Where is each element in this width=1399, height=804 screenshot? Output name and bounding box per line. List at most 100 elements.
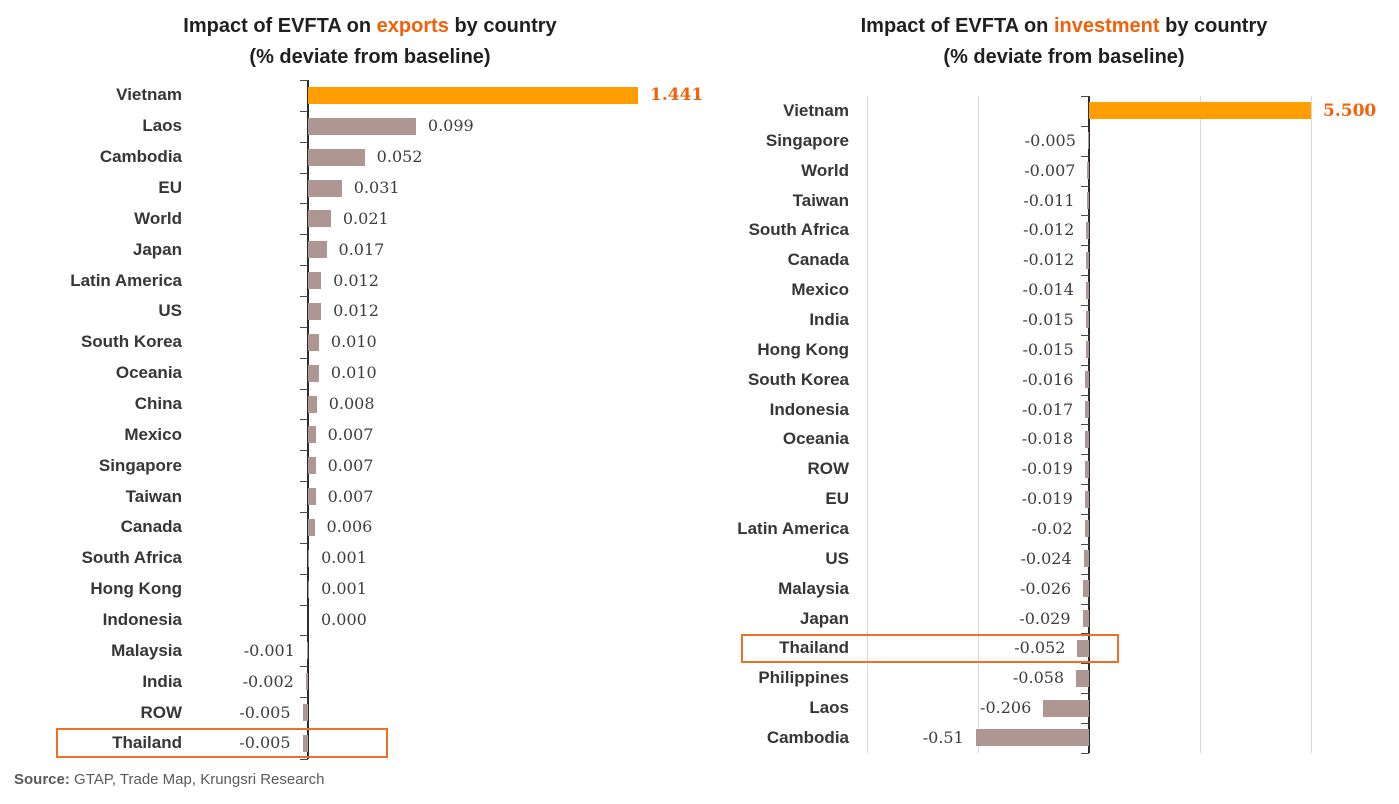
axis-tick bbox=[1081, 185, 1089, 187]
axis-tick bbox=[1081, 454, 1089, 456]
gridline-1 bbox=[978, 96, 979, 753]
value-singapore: -0.005 bbox=[1024, 130, 1076, 150]
value-world: -0.007 bbox=[1024, 160, 1076, 180]
label-indonesia: Indonesia bbox=[769, 399, 849, 419]
bar-canada bbox=[308, 518, 315, 536]
label-thailand: Thailand bbox=[112, 733, 182, 753]
exports-chart-title: Impact of EVFTA on exports by country (%… bbox=[70, 11, 670, 73]
label-thailand: Thailand bbox=[779, 638, 849, 658]
label-laos: Laos bbox=[809, 698, 849, 718]
value-vietnam: 1.441 bbox=[650, 85, 704, 106]
value-world: 0.021 bbox=[342, 208, 389, 228]
value-latin-america: 0.012 bbox=[333, 270, 379, 290]
bar-cambodia bbox=[975, 729, 1089, 747]
value-south-africa: -0.012 bbox=[1023, 220, 1075, 240]
label-eu: EU bbox=[825, 489, 849, 509]
bar-singapore bbox=[1087, 132, 1089, 150]
bar-mexico bbox=[1085, 281, 1089, 299]
label-oceania: Oceania bbox=[782, 429, 849, 449]
source-text: GTAP, Trade Map, Krungsri Research bbox=[69, 771, 325, 788]
axis-tick bbox=[1081, 125, 1089, 127]
axis-tick bbox=[1081, 424, 1089, 426]
axis-tick bbox=[300, 542, 308, 544]
label-latin-america: Latin America bbox=[737, 518, 849, 538]
value-cambodia: 0.052 bbox=[376, 147, 423, 167]
value-china: 0.008 bbox=[328, 394, 375, 414]
bar-row bbox=[1084, 460, 1089, 478]
bar-malaysia bbox=[1083, 580, 1089, 598]
label-vietnam: Vietnam bbox=[783, 100, 849, 120]
axis-tick bbox=[300, 110, 308, 112]
investment-chart-subtitle: (% deviate from baseline) bbox=[943, 46, 1185, 68]
bar-japan bbox=[308, 241, 327, 259]
bar-india bbox=[305, 673, 308, 691]
label-taiwan: Taiwan bbox=[125, 486, 182, 506]
value-japan: -0.029 bbox=[1019, 608, 1071, 628]
axis-tick bbox=[1081, 96, 1089, 97]
value-canada: -0.012 bbox=[1023, 250, 1075, 270]
bar-latin-america bbox=[308, 272, 322, 290]
investment-title-line: Impact of EVFTA on investment by country bbox=[764, 11, 1364, 42]
gridline-0 bbox=[867, 96, 868, 753]
bar-singapore bbox=[308, 457, 316, 475]
label-singapore: Singapore bbox=[98, 455, 182, 475]
bar-eu bbox=[308, 179, 342, 197]
axis-tick bbox=[1081, 155, 1089, 157]
bar-us bbox=[1083, 550, 1089, 568]
bar-malaysia bbox=[306, 642, 308, 660]
axis-tick bbox=[300, 481, 308, 483]
label-us: US bbox=[825, 548, 849, 568]
bar-vietnam bbox=[308, 86, 638, 104]
label-eu: EU bbox=[158, 178, 182, 197]
axis-tick bbox=[300, 604, 308, 606]
bar-south-africa bbox=[1086, 221, 1089, 239]
bar-oceania bbox=[1085, 430, 1089, 448]
bar-india bbox=[1085, 311, 1089, 329]
bar-canada bbox=[1086, 251, 1089, 269]
value-eu: 0.031 bbox=[353, 178, 400, 197]
label-singapore: Singapore bbox=[765, 130, 849, 150]
label-mexico: Mexico bbox=[791, 280, 849, 300]
title-text: by country bbox=[1159, 15, 1268, 37]
bar-taiwan bbox=[308, 488, 316, 506]
value-hong-kong: 0.001 bbox=[321, 579, 367, 599]
label-south-africa: South Africa bbox=[748, 220, 849, 240]
axis-tick bbox=[300, 758, 308, 760]
axis-tick bbox=[1081, 663, 1089, 665]
bar-us bbox=[308, 302, 322, 320]
label-indonesia: Indonesia bbox=[102, 610, 182, 630]
bar-hong-kong bbox=[308, 580, 310, 598]
bar-vietnam bbox=[1089, 102, 1311, 120]
label-south-africa: South Africa bbox=[81, 548, 182, 568]
value-row: -0.019 bbox=[1021, 459, 1073, 479]
value-south-africa: 0.001 bbox=[321, 548, 367, 568]
label-canada: Canada bbox=[120, 517, 182, 537]
axis-tick bbox=[300, 666, 308, 668]
title-text: Impact of EVFTA on bbox=[860, 15, 1054, 37]
bar-mexico bbox=[308, 426, 316, 444]
axis-tick bbox=[1081, 543, 1089, 545]
bar-japan bbox=[1082, 610, 1089, 628]
axis-tick bbox=[300, 141, 308, 143]
bar-south-korea bbox=[308, 333, 319, 351]
bar-south-korea bbox=[1085, 371, 1089, 389]
value-thailand: -0.005 bbox=[239, 733, 291, 753]
bar-south-africa bbox=[308, 549, 310, 567]
axis-tick bbox=[300, 419, 308, 421]
value-malaysia: -0.001 bbox=[243, 640, 295, 660]
value-mexico: 0.007 bbox=[327, 424, 374, 444]
bar-china bbox=[308, 395, 317, 413]
axis-tick bbox=[300, 80, 308, 81]
value-eu: -0.019 bbox=[1021, 489, 1073, 509]
value-indonesia: -0.017 bbox=[1022, 399, 1074, 419]
axis-tick bbox=[1081, 693, 1089, 695]
thailand-highlight-box bbox=[56, 728, 388, 758]
bar-row bbox=[302, 704, 308, 722]
gridline-2 bbox=[1200, 96, 1201, 753]
bar-thailand bbox=[1077, 639, 1089, 657]
value-oceania: -0.018 bbox=[1021, 429, 1073, 449]
bar-oceania bbox=[308, 364, 319, 382]
bar-thailand bbox=[302, 734, 308, 752]
label-vietnam: Vietnam bbox=[116, 85, 182, 105]
value-india: -0.002 bbox=[242, 671, 294, 691]
